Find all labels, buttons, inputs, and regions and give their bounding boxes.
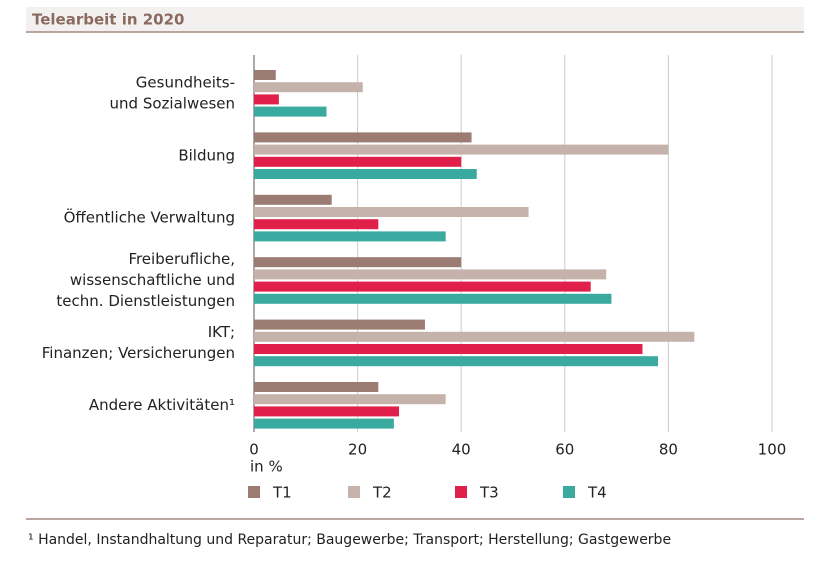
bar xyxy=(254,132,472,143)
bar xyxy=(254,394,446,405)
legend-label: T3 xyxy=(479,484,499,502)
x-tick-label: 0 xyxy=(249,441,259,459)
legend-swatch xyxy=(563,486,575,498)
bar xyxy=(254,156,462,167)
category-label: Öffentliche Verwaltung xyxy=(64,208,235,227)
x-tick-label: 40 xyxy=(452,441,471,459)
bar xyxy=(254,331,695,342)
x-tick-label: 100 xyxy=(758,441,787,459)
bar xyxy=(254,194,332,205)
legend-label: T2 xyxy=(372,484,392,502)
bar xyxy=(254,82,363,93)
category-label: IKT; xyxy=(208,323,235,341)
legend-label: T4 xyxy=(587,484,607,502)
bar xyxy=(254,169,477,179)
category-label: techn. Dienstleistungen xyxy=(56,292,235,310)
bar xyxy=(254,382,379,392)
legend-swatch xyxy=(248,486,260,498)
x-axis-label: in % xyxy=(250,458,283,476)
x-tick-label: 20 xyxy=(348,441,367,459)
bar xyxy=(254,269,607,280)
category-label: wissenschaftliche und xyxy=(70,271,235,289)
title-bar xyxy=(26,7,804,32)
category-label: Andere Aktivitäten¹ xyxy=(89,396,235,414)
bar xyxy=(254,344,643,354)
bar xyxy=(254,356,659,367)
legend-swatch xyxy=(348,486,360,498)
bar xyxy=(254,406,400,417)
chart-title: Telearbeit in 2020 xyxy=(32,11,184,29)
bar xyxy=(254,293,612,304)
legend-swatch xyxy=(455,486,467,498)
category-label: Freiberufliche, xyxy=(128,250,235,268)
footnote: ¹ Handel, Instandhaltung und Reparatur; … xyxy=(28,532,671,548)
x-tick-label: 80 xyxy=(659,441,678,459)
bar xyxy=(254,219,379,230)
bar xyxy=(254,418,394,429)
bar xyxy=(254,231,446,242)
legend-label: T1 xyxy=(272,484,292,502)
x-tick-label: 60 xyxy=(555,441,574,459)
bar xyxy=(254,94,279,105)
bar xyxy=(254,70,276,80)
bar xyxy=(254,207,529,217)
bar xyxy=(254,319,425,330)
bar xyxy=(254,257,462,268)
bar xyxy=(254,106,327,117)
category-label: Bildung xyxy=(178,146,235,164)
bar xyxy=(254,144,669,155)
category-label: Finanzen; Versicherungen xyxy=(42,344,235,362)
category-label: und Sozialwesen xyxy=(110,94,235,112)
bar xyxy=(254,281,591,292)
category-label: Gesundheits- xyxy=(136,73,235,91)
